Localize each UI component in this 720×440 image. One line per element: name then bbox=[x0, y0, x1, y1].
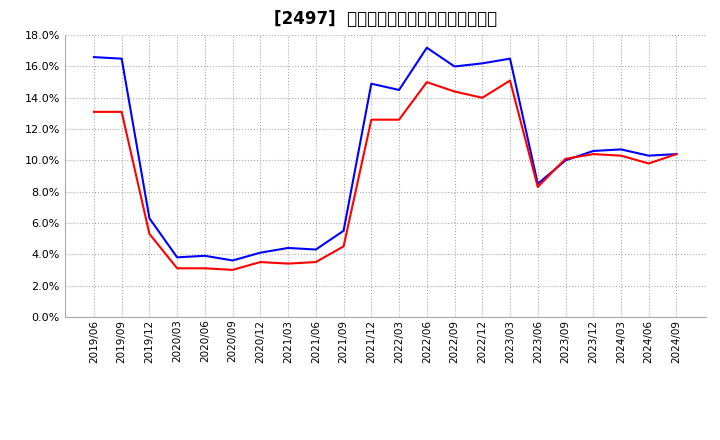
固定長期適合率 bbox=[117, 109, 126, 114]
固定比率 bbox=[339, 228, 348, 233]
固定長期適合率 bbox=[672, 151, 681, 157]
固定比率 bbox=[505, 56, 514, 61]
固定比率 bbox=[450, 64, 459, 69]
固定比率 bbox=[534, 181, 542, 187]
固定長期適合率 bbox=[505, 78, 514, 83]
固定長期適合率 bbox=[256, 260, 265, 265]
固定長期適合率 bbox=[534, 184, 542, 190]
固定長期適合率 bbox=[644, 161, 653, 166]
固定長期適合率 bbox=[312, 260, 320, 265]
固定長期適合率 bbox=[228, 267, 237, 272]
固定比率 bbox=[201, 253, 210, 258]
固定比率 bbox=[284, 246, 292, 251]
固定比率 bbox=[89, 55, 98, 60]
固定長期適合率 bbox=[478, 95, 487, 100]
固定長期適合率 bbox=[561, 156, 570, 161]
固定長期適合率 bbox=[145, 231, 154, 237]
固定比率 bbox=[478, 61, 487, 66]
Title: [2497]  固定比率、固定長期適合率の推移: [2497] 固定比率、固定長期適合率の推移 bbox=[274, 10, 497, 28]
固定長期適合率 bbox=[395, 117, 403, 122]
固定比率 bbox=[395, 87, 403, 92]
固定比率 bbox=[616, 147, 625, 152]
固定長期適合率 bbox=[367, 117, 376, 122]
固定比率 bbox=[173, 255, 181, 260]
固定長期適合率 bbox=[284, 261, 292, 266]
固定比率 bbox=[117, 56, 126, 61]
Line: 固定比率: 固定比率 bbox=[94, 48, 677, 260]
固定比率 bbox=[256, 250, 265, 255]
固定長期適合率 bbox=[423, 80, 431, 85]
固定比率 bbox=[312, 247, 320, 252]
固定比率 bbox=[589, 148, 598, 154]
固定長期適合率 bbox=[589, 151, 598, 157]
固定長期適合率 bbox=[201, 266, 210, 271]
固定比率 bbox=[145, 216, 154, 221]
固定長期適合率 bbox=[450, 89, 459, 94]
固定比率 bbox=[228, 258, 237, 263]
固定長期適合率 bbox=[173, 266, 181, 271]
固定比率 bbox=[367, 81, 376, 86]
固定長期適合率 bbox=[616, 153, 625, 158]
固定長期適合率 bbox=[339, 244, 348, 249]
固定比率 bbox=[423, 45, 431, 50]
固定長期適合率 bbox=[89, 109, 98, 114]
固定比率 bbox=[561, 158, 570, 163]
固定比率 bbox=[672, 151, 681, 157]
Line: 固定長期適合率: 固定長期適合率 bbox=[94, 81, 677, 270]
固定比率 bbox=[644, 153, 653, 158]
